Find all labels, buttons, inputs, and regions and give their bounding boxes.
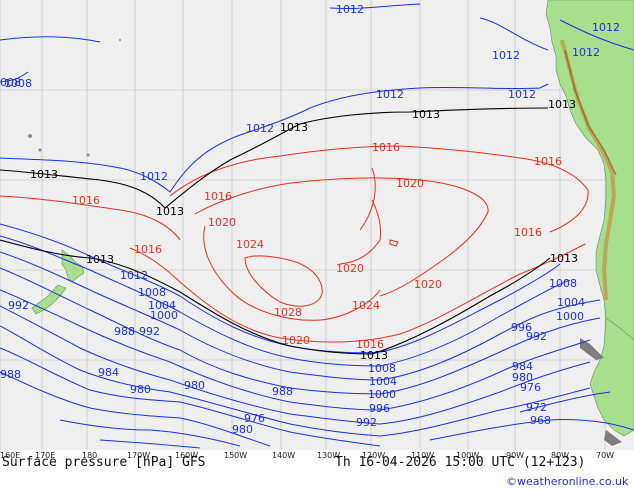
isobar-label: 1020 — [414, 278, 442, 291]
isobar-label: 992 — [526, 330, 547, 343]
isobar-label: 1008 — [138, 286, 166, 299]
isobar-label: 1012 — [592, 21, 620, 34]
isobar-label: 1028 — [274, 306, 302, 319]
isobar-labels: 1012 1012 1012 1012 1012 1012 1012 1012 … — [0, 3, 620, 436]
isobar-label: 988 — [272, 385, 293, 398]
longitude-tick: 140W — [272, 451, 295, 460]
longitude-tick: 110W — [411, 451, 434, 460]
isobar-label: 1012 — [246, 122, 274, 135]
isobar-label: 1020 — [336, 262, 364, 275]
isobar-label: 968 — [530, 414, 551, 427]
longitude-tick: 160E — [0, 451, 20, 460]
longitude-tick: 180 — [82, 451, 97, 460]
isobar-label: 992 — [356, 416, 377, 429]
isobar-label: 980 — [184, 379, 205, 392]
isobar-label: 980 — [232, 423, 253, 436]
isobar-label: 1012 — [572, 46, 600, 59]
isobar-label: 1012 — [376, 88, 404, 101]
isobar-label: 1008 — [4, 77, 32, 90]
land-south-america — [545, 0, 634, 437]
isobar-label: 980 — [512, 371, 533, 384]
isobar-label: 972 — [526, 401, 547, 414]
isobar-label: 1013 — [360, 349, 388, 362]
map-title: Surface pressure [hPa] GFS — [2, 455, 206, 470]
isobar-label: 1013 — [156, 205, 184, 218]
isobar-label: 1016 — [356, 338, 384, 351]
isobar-label: 992 — [139, 325, 160, 338]
isobar-label: 1000 — [368, 388, 396, 401]
longitude-tick: 170E — [35, 451, 55, 460]
longitude-tick: 70W — [596, 451, 614, 460]
isobar-label: 1004 — [557, 296, 585, 309]
land-southern-islands — [580, 338, 622, 446]
longitude-ticks: 160E 170E 180 170W 160W 150W 140W 130W 1… — [0, 451, 614, 460]
isobar-label: 1016 — [134, 243, 162, 256]
isobar-label: 1012 — [508, 88, 536, 101]
forecast-datetime: Th 16-04-2026 15:00 UTC (12+123) — [335, 455, 585, 470]
isobar-label: 976 — [244, 412, 265, 425]
isobar-label: 1016 — [204, 190, 232, 203]
longitude-tick: 120W — [362, 451, 385, 460]
isobar-label: 1024 — [352, 299, 380, 312]
longitude-tick: 170W — [127, 451, 150, 460]
longitude-tick: 130W — [317, 451, 340, 460]
isobar-label: 988 — [114, 325, 135, 338]
isobar-label: 984 — [512, 360, 533, 373]
isobar-label: 1012 — [120, 269, 148, 282]
isobar-label: 1000 — [556, 310, 584, 323]
isobars-high — [0, 145, 589, 343]
isobar-label: 1013 — [280, 121, 308, 134]
isobar-label: 1013 — [412, 108, 440, 121]
credit-link[interactable]: ©weatheronline.co.uk — [506, 475, 629, 488]
isobar-label: 988 — [0, 368, 21, 381]
isobar-label: 1012 — [140, 170, 168, 183]
isobar-label: 1004 — [369, 375, 397, 388]
longitude-tick: 150W — [224, 451, 247, 460]
isobar-label: 1020 — [208, 216, 236, 229]
isobar-label: 980 — [130, 383, 151, 396]
isobar-label: 1020 — [282, 334, 310, 347]
isobar-label: 1012 — [336, 3, 364, 16]
isobar-label: 984 — [98, 366, 119, 379]
isobar-label: 1016 — [514, 226, 542, 239]
isobars-1013 — [0, 107, 551, 355]
isobar-label: 996 — [511, 321, 532, 334]
isobar-label: 1024 — [236, 238, 264, 251]
isobar-label: 1016 — [72, 194, 100, 207]
isobar-label: 1008 — [368, 362, 396, 375]
pacific-islands — [28, 39, 121, 157]
isobar-label: 1012 — [492, 49, 520, 62]
isobar-label: 1013 — [548, 98, 576, 111]
isobar-label: 008 — [0, 76, 21, 89]
isobar-label: 976 — [520, 381, 541, 394]
isobar-label: 1000 — [150, 309, 178, 322]
isobar-label: 1008 — [549, 277, 577, 290]
longitude-tick: 160W — [175, 451, 198, 460]
isobar-label: 1016 — [372, 141, 400, 154]
isobar-label: 996 — [369, 402, 390, 415]
isobar-label: 1020 — [396, 177, 424, 190]
longitude-tick: 90W — [506, 451, 524, 460]
land-new-zealand — [31, 249, 85, 315]
isobar-label: 992 — [8, 299, 29, 312]
isobar-label: 1013 — [30, 168, 58, 181]
longitude-tick: 80W — [551, 451, 569, 460]
isobar-label: 1004 — [148, 299, 176, 312]
isobar-label: 1016 — [534, 155, 562, 168]
isobar-label: 1013 — [86, 253, 114, 266]
isobar-label: 1013 — [550, 252, 578, 265]
longitude-tick: 100W — [456, 451, 479, 460]
